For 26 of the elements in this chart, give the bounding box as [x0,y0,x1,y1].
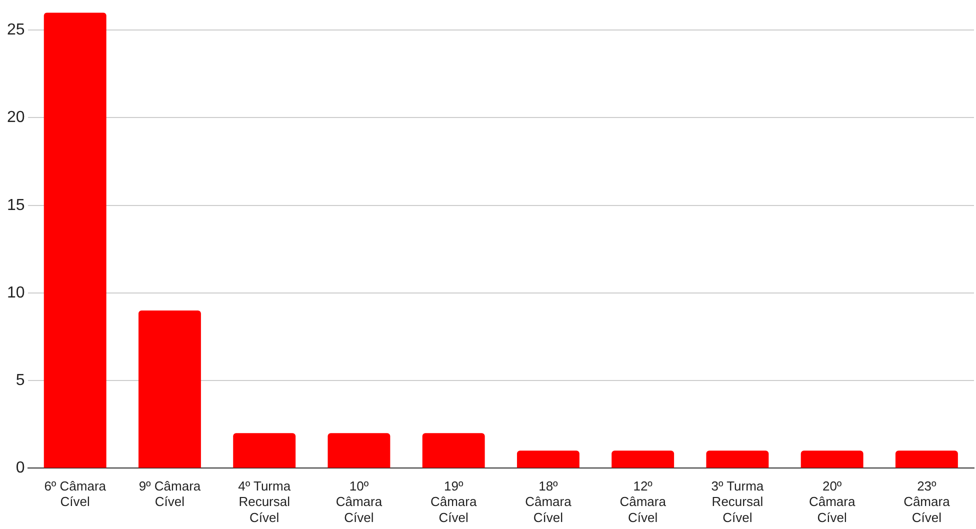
x-tick-label: 23º Câmara Cível [904,478,951,525]
y-tick-label: 20 [7,109,25,126]
y-tick-label: 5 [16,372,25,389]
bar [44,12,106,468]
bar [138,310,201,468]
y-tick-label: 25 [7,22,25,39]
bar [706,450,769,468]
x-tick-label: 18º Câmara Cível [525,478,572,525]
x-tick-label: 19º Câmara Cível [430,478,478,525]
x-tick-label: 4º Turma Recursal Cível [238,478,292,525]
x-tick-label: 6º Câmara Cível [44,478,107,510]
bar [328,433,390,468]
x-tick-label: 12º Câmara Cível [620,478,667,525]
y-tick-label: 10 [7,284,25,302]
y-tick-label: 15 [7,196,25,214]
bar [895,450,958,468]
x-tick-label: 20º Câmara Cível [808,478,856,525]
y-tick-label: 0 [16,460,25,477]
x-tick-label: 10º Câmara Cível [336,478,383,525]
bar [233,433,296,468]
bar [516,450,580,468]
x-tick-label: 9º Câmara Cível [138,478,202,510]
bar [422,433,485,468]
bar [800,450,864,468]
x-tick-label: 3º Turma Recursal Cível [711,478,764,525]
bar [612,450,674,468]
